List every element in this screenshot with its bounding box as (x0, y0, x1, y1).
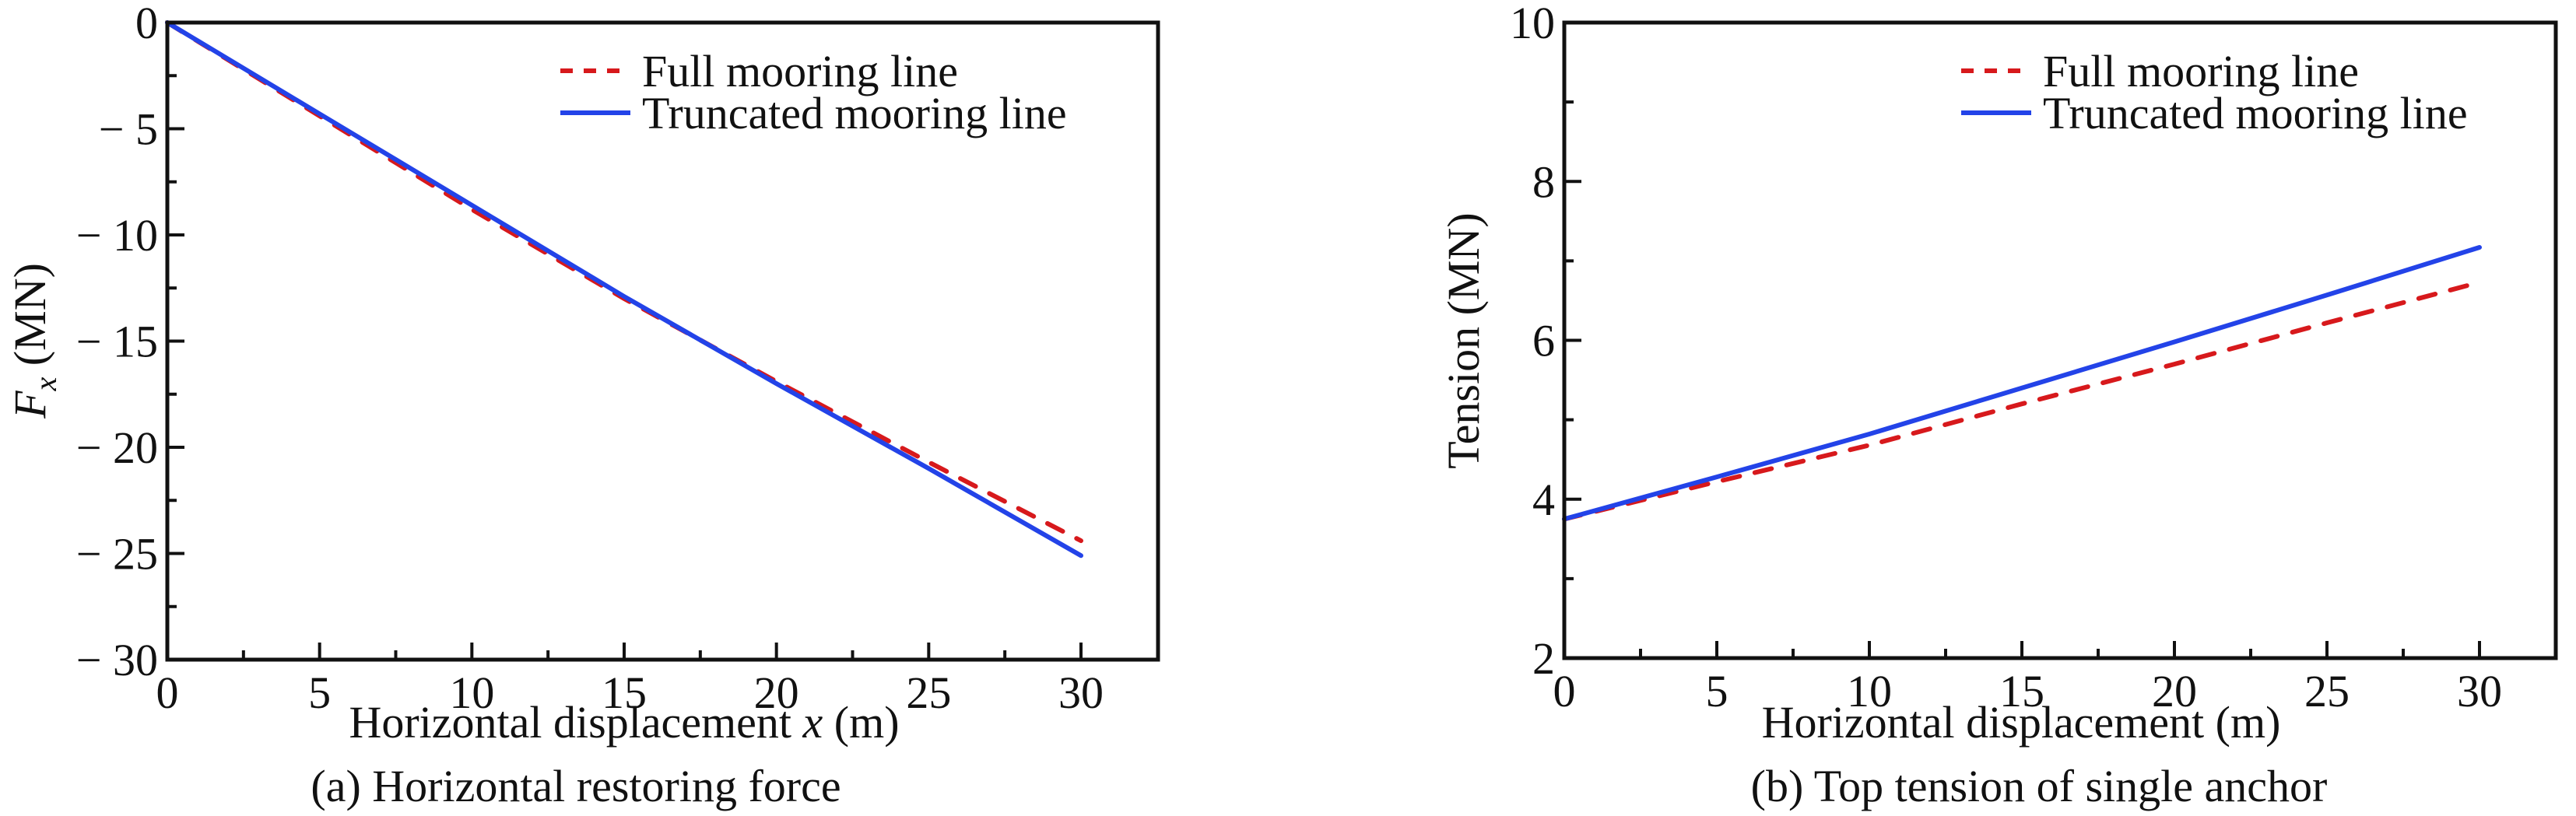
panel-b-legend: Full mooring line Truncated mooring line (1961, 46, 2468, 138)
panel-a-x-axis-label: Horizontal displacement x (m) (349, 697, 899, 748)
panel-a-y-ticks: 0 − 5 − 10 − 15 − 20 − 25 − 30 (76, 0, 184, 685)
y-tick-label: 8 (1532, 156, 1555, 207)
x-tick-label: 0 (156, 667, 179, 718)
x-tick-label: 30 (1058, 667, 1104, 718)
panel-a-restoring-force: 0 5 10 15 20 25 30 0 − 5 − 10 − 15 − 20 − 25 − 30 Fu… (5, 0, 1160, 811)
legend-label-full: Full mooring line (2043, 46, 2359, 96)
panel-a-caption: (a) Horizontal restoring force (311, 761, 841, 811)
x-tick-label: 25 (906, 667, 951, 718)
panel-a-y-axis-label: Fx (MN) (5, 263, 63, 419)
y-tick-label: − 30 (76, 635, 158, 685)
y-tick-label: 6 (1532, 316, 1555, 366)
y-tick-label: − 5 (99, 104, 158, 155)
y-tick-label: 2 (1532, 633, 1555, 684)
x-tick-label: 10 (449, 667, 494, 718)
x-tick-label: 25 (2304, 666, 2350, 716)
legend-label-full: Full mooring line (642, 46, 958, 96)
x-tick-label: 5 (1706, 666, 1728, 716)
series-line-truncated (165, 20, 1083, 559)
x-tick-label: 15 (602, 667, 647, 718)
x-tick-label: 5 (308, 667, 331, 718)
legend-label-truncated: Truncated mooring line (642, 88, 1067, 138)
panel-b-x-ticks: 0 5 10 15 20 25 30 (1553, 641, 2502, 716)
panel-b-x-axis-label: Horizontal displacement (m) (1762, 697, 2281, 748)
panel-a-x-ticks: 0 5 10 15 20 25 30 (156, 643, 1104, 718)
x-tick-label: 20 (2152, 666, 2197, 716)
series-line-truncated (1562, 245, 2482, 522)
panel-b-y-axis-label: Tension (MN) (1438, 212, 1489, 468)
y-tick-label: − 15 (76, 317, 158, 367)
x-tick-label: 15 (1999, 666, 2044, 716)
y-tick-label: 10 (1510, 0, 1555, 48)
x-tick-label: 30 (2457, 666, 2502, 716)
y-tick-label: − 20 (76, 422, 158, 473)
panel-b-top-tension: 0 5 10 15 20 25 30 2 4 6 8 10 Full mooring line Tr… (1438, 0, 2558, 811)
y-tick-label: 0 (135, 0, 158, 48)
x-tick-label: 20 (754, 667, 799, 718)
y-tick-label: − 10 (76, 210, 158, 261)
series-line-full (1562, 279, 2482, 522)
panel-a-legend: Full mooring line Truncated mooring line (560, 46, 1067, 138)
panel-b-caption: (b) Top tension of single anchor (1751, 761, 2328, 811)
x-tick-label: 0 (1553, 666, 1576, 716)
panel-b-y-ticks: 2 4 6 8 10 (1510, 0, 1581, 684)
y-tick-label: − 25 (76, 529, 158, 580)
panel-a-marks (165, 20, 1083, 559)
x-tick-label: 10 (1847, 666, 1892, 716)
y-tick-label: 4 (1532, 475, 1555, 525)
panel-b-marks (1562, 245, 2482, 522)
legend-label-truncated: Truncated mooring line (2043, 88, 2468, 138)
